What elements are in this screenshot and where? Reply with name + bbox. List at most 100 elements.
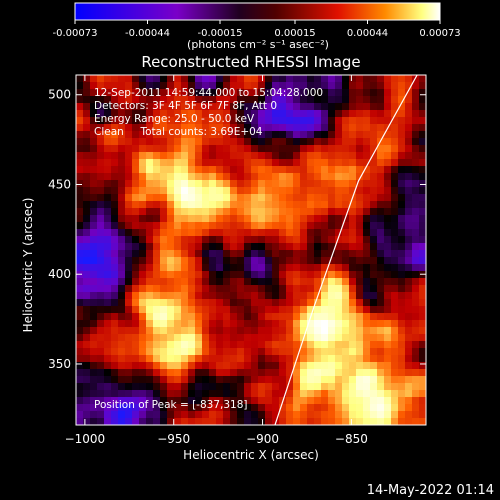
heatmap-cell bbox=[321, 236, 329, 244]
heatmap-cell bbox=[307, 271, 315, 279]
heatmap-cell bbox=[293, 390, 301, 398]
heatmap-cell bbox=[146, 313, 154, 321]
heatmap-cell bbox=[76, 397, 84, 405]
heatmap-cell bbox=[83, 124, 91, 132]
heatmap-cell bbox=[405, 376, 413, 384]
heatmap-cell bbox=[349, 334, 357, 342]
heatmap-cell bbox=[125, 103, 133, 111]
heatmap-cell bbox=[314, 117, 322, 125]
heatmap-cell bbox=[237, 404, 245, 412]
heatmap-cell bbox=[412, 369, 420, 377]
heatmap-cell bbox=[90, 369, 98, 377]
heatmap-cell bbox=[314, 278, 322, 286]
heatmap-cell bbox=[356, 320, 364, 328]
heatmap-cell bbox=[244, 383, 252, 391]
heatmap-cell bbox=[118, 194, 126, 202]
heatmap-cell bbox=[314, 327, 322, 335]
heatmap-cell bbox=[111, 201, 119, 209]
heatmap-cell bbox=[146, 285, 154, 293]
heatmap-cell bbox=[97, 131, 105, 139]
heatmap-cell bbox=[230, 159, 238, 167]
heatmap-cell bbox=[139, 257, 147, 265]
heatmap-cell bbox=[279, 390, 287, 398]
heatmap-cell bbox=[328, 194, 336, 202]
heatmap-cell bbox=[251, 159, 259, 167]
heatmap-cell bbox=[349, 397, 357, 405]
heatmap-cell bbox=[349, 159, 357, 167]
heatmap-cell bbox=[328, 187, 336, 195]
heatmap-cell bbox=[97, 292, 105, 300]
heatmap-cell bbox=[398, 355, 406, 363]
heatmap-cell bbox=[181, 82, 189, 90]
heatmap-cell bbox=[265, 348, 273, 356]
heatmap-cell bbox=[90, 320, 98, 328]
heatmap-cell bbox=[97, 180, 105, 188]
heatmap-cell bbox=[321, 285, 329, 293]
heatmap-cell bbox=[342, 180, 350, 188]
heatmap-cell bbox=[202, 397, 210, 405]
heatmap-cell bbox=[363, 194, 371, 202]
heatmap-cell bbox=[181, 145, 189, 153]
heatmap-cell bbox=[251, 75, 259, 83]
heatmap-cell bbox=[286, 285, 294, 293]
heatmap-cell bbox=[202, 250, 210, 258]
heatmap-cell bbox=[419, 166, 426, 174]
heatmap-cell bbox=[244, 215, 252, 223]
heatmap-cell bbox=[90, 138, 98, 146]
heatmap-cell bbox=[300, 187, 308, 195]
heatmap-cell bbox=[419, 215, 426, 223]
heatmap-cell bbox=[321, 362, 329, 370]
heatmap-cell bbox=[342, 327, 350, 335]
heatmap-cell bbox=[139, 418, 147, 425]
heatmap-cell bbox=[370, 411, 378, 419]
heatmap-cell bbox=[251, 383, 259, 391]
heatmap-cell bbox=[202, 313, 210, 321]
heatmap-cell bbox=[139, 306, 147, 314]
heatmap-cell bbox=[286, 264, 294, 272]
heatmap-cell bbox=[111, 299, 119, 307]
heatmap-cell bbox=[293, 138, 301, 146]
heatmap-cell bbox=[258, 82, 266, 90]
heatmap-cell bbox=[181, 278, 189, 286]
heatmap-cell bbox=[300, 348, 308, 356]
heatmap-cell bbox=[153, 103, 161, 111]
heatmap-cell bbox=[335, 187, 343, 195]
heatmap-cell bbox=[104, 145, 112, 153]
heatmap-cell bbox=[153, 299, 161, 307]
heatmap-cell bbox=[279, 369, 287, 377]
heatmap-cell bbox=[90, 397, 98, 405]
heatmap-cell bbox=[202, 180, 210, 188]
heatmap-cell bbox=[314, 110, 322, 118]
heatmap-cell bbox=[279, 334, 287, 342]
heatmap-cell bbox=[209, 418, 217, 425]
heatmap-cell bbox=[258, 418, 266, 425]
heatmap-cell bbox=[293, 180, 301, 188]
heatmap-cell bbox=[76, 145, 84, 153]
heatmap-cell bbox=[118, 299, 126, 307]
heatmap-cell bbox=[160, 159, 168, 167]
heatmap-cell bbox=[300, 110, 308, 118]
heatmap-cell bbox=[104, 271, 112, 279]
heatmap-cell bbox=[300, 313, 308, 321]
heatmap-cell bbox=[377, 383, 385, 391]
heatmap-cell bbox=[181, 264, 189, 272]
heatmap-cell bbox=[314, 390, 322, 398]
heatmap-cell bbox=[356, 369, 364, 377]
heatmap-cell bbox=[391, 271, 399, 279]
heatmap-cell bbox=[391, 82, 399, 90]
heatmap-cell bbox=[300, 75, 308, 83]
heatmap-cell bbox=[195, 404, 203, 412]
heatmap-cell bbox=[300, 292, 308, 300]
heatmap-cell bbox=[146, 250, 154, 258]
heatmap-cell bbox=[356, 103, 364, 111]
heatmap-cell bbox=[384, 348, 392, 356]
heatmap-cell bbox=[230, 131, 238, 139]
heatmap-cell bbox=[244, 124, 252, 132]
heatmap-cell bbox=[335, 418, 343, 425]
heatmap-cell bbox=[265, 131, 273, 139]
heatmap-cell bbox=[335, 208, 343, 216]
heatmap-cell bbox=[188, 166, 196, 174]
heatmap-cell bbox=[286, 124, 294, 132]
heatmap-cell bbox=[118, 75, 126, 83]
heatmap-cell bbox=[377, 292, 385, 300]
